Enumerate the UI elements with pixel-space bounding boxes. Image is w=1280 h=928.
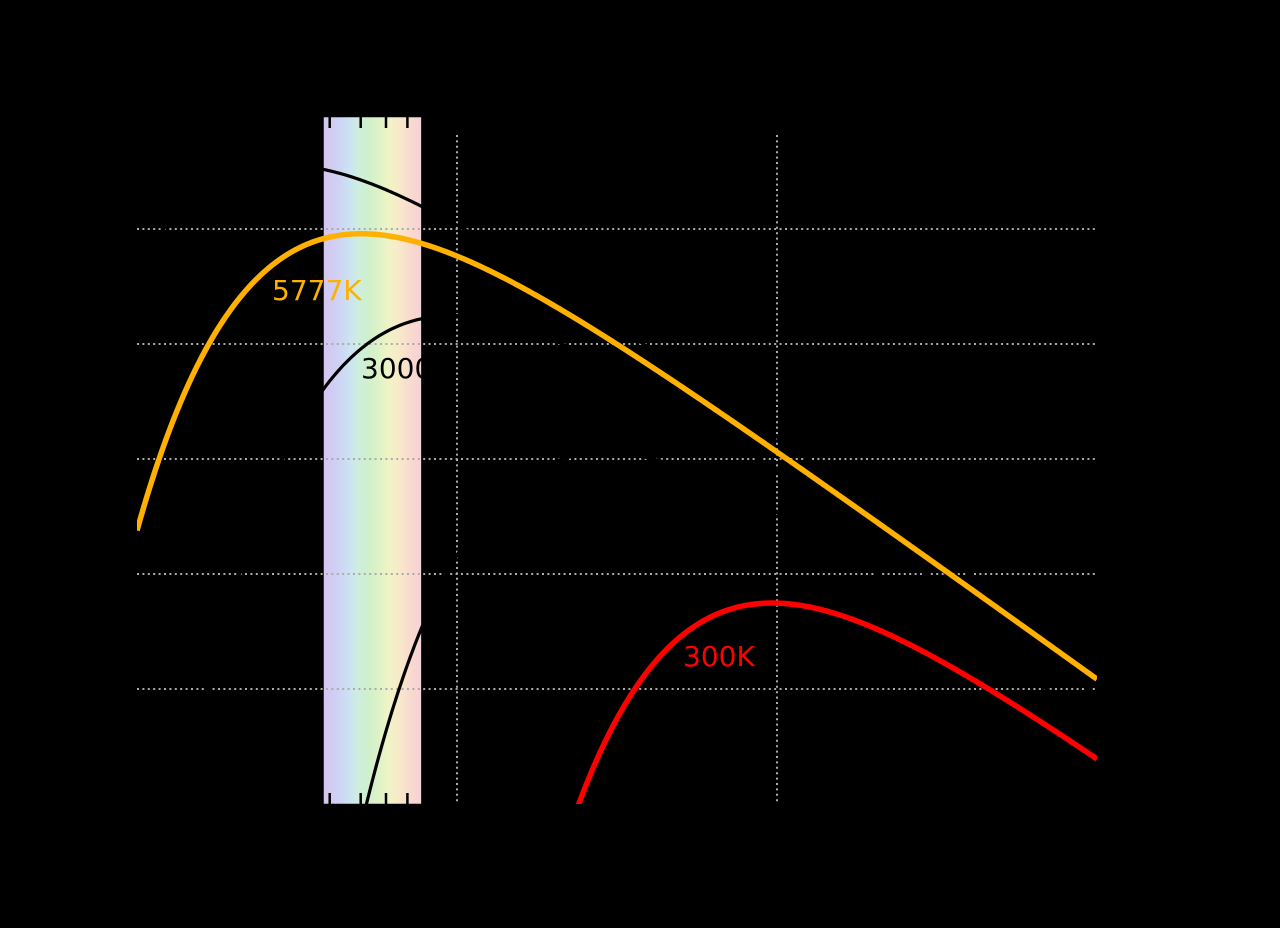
visible-spectrum-band [321, 114, 424, 807]
planck-curve-300K [575, 600, 1097, 804]
planck-curve-1000K [364, 451, 1097, 804]
grid [137, 135, 1097, 804]
planck-curve-5777K [137, 230, 1097, 682]
curve-label-5777K: 5777K [272, 274, 362, 307]
planck-curve-10000K [137, 163, 1097, 667]
curve-label-300K: 300K [683, 640, 755, 673]
visible-band-ticks [328, 117, 409, 804]
planck-curve-3000K [182, 313, 1097, 804]
planck-curves [137, 163, 1097, 804]
curve-label-3000K: 3000K [361, 352, 451, 385]
curve-labels: 5777K 3000K 300K [272, 274, 755, 673]
